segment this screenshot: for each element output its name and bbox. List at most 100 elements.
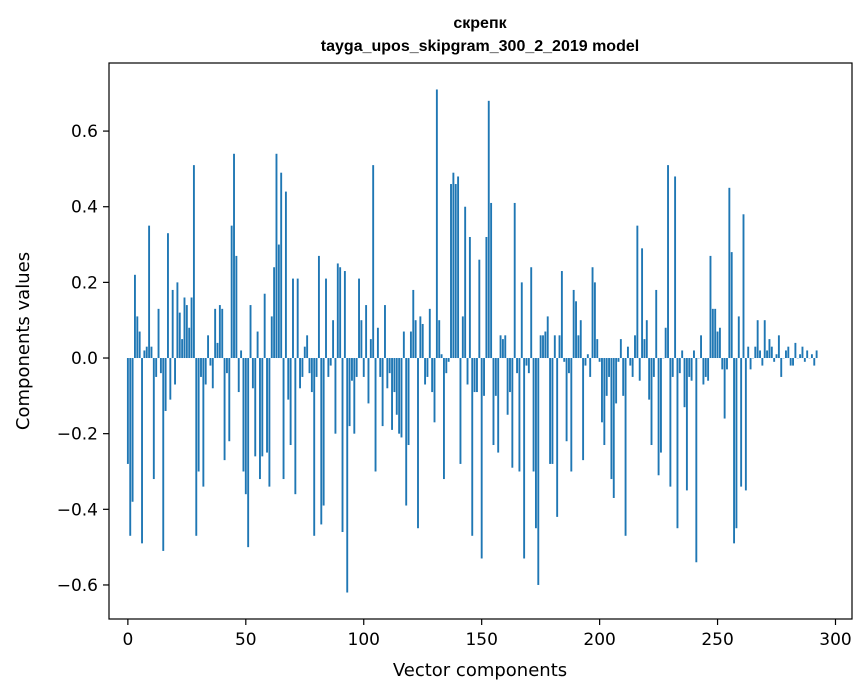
bar: [464, 206, 467, 359]
bar: [461, 316, 464, 359]
bar: [251, 358, 254, 389]
bar: [501, 339, 504, 359]
bar: [162, 358, 165, 551]
bar: [332, 320, 335, 359]
bar: [353, 358, 356, 434]
bar: [225, 358, 228, 374]
bar: [634, 335, 636, 359]
bar: [650, 358, 653, 446]
bar: [579, 320, 582, 359]
bar: [504, 335, 507, 359]
bar: [277, 244, 280, 359]
bar: [676, 358, 679, 529]
bar: [492, 358, 495, 446]
bar: [494, 358, 497, 396]
bar: [660, 358, 662, 453]
bar: [622, 358, 625, 396]
bar: [313, 358, 316, 536]
bar: [287, 358, 290, 400]
bar: [395, 358, 398, 415]
bar: [747, 346, 750, 359]
bar: [273, 267, 276, 359]
bar: [294, 358, 297, 495]
bar: [351, 358, 353, 381]
bar: [289, 358, 292, 446]
bar: [317, 255, 320, 359]
bar: [506, 358, 509, 415]
bar: [544, 331, 547, 359]
bar: [164, 358, 167, 411]
bar: [174, 358, 176, 385]
bar: [334, 358, 337, 434]
bar: [325, 278, 327, 359]
bar: [780, 358, 783, 377]
bar: [476, 358, 478, 393]
bar: [643, 339, 646, 359]
bar: [601, 358, 603, 423]
bar: [358, 278, 360, 359]
bar: [223, 358, 226, 461]
bar: [459, 358, 462, 464]
bar: [176, 282, 179, 359]
bar: [388, 358, 391, 374]
y-tick-label: −0.6: [57, 576, 98, 596]
bar: [516, 358, 519, 374]
bar: [598, 358, 601, 362]
bar: [711, 308, 714, 359]
bar: [591, 267, 594, 359]
bar: [247, 358, 250, 548]
bar: [209, 358, 212, 366]
bar: [799, 354, 802, 359]
bar: [721, 358, 724, 370]
bar: [242, 358, 245, 472]
bar: [207, 335, 210, 359]
bar: [237, 358, 240, 393]
bar: [775, 354, 778, 359]
bar: [813, 358, 816, 366]
bar: [393, 358, 396, 393]
bar: [428, 308, 431, 359]
bar: [551, 358, 554, 464]
bar: [280, 172, 283, 359]
bar: [259, 358, 261, 480]
bar: [787, 346, 790, 359]
bar: [728, 187, 731, 359]
bar: [792, 358, 794, 366]
bar: [763, 320, 766, 359]
bar: [615, 358, 618, 404]
bar: [777, 335, 780, 359]
bar: [556, 358, 559, 517]
bar: [565, 358, 568, 442]
bar: [148, 225, 151, 359]
bar: [372, 165, 375, 359]
bar: [233, 153, 235, 359]
bar: [789, 358, 792, 366]
bar: [641, 248, 644, 359]
bar: [157, 308, 160, 359]
bar: [645, 320, 648, 359]
bar: [693, 350, 695, 359]
y-tick-label: 0.0: [71, 349, 98, 369]
bar: [440, 354, 443, 359]
bar: [329, 358, 332, 366]
bar: [369, 339, 372, 359]
bar: [433, 358, 436, 423]
chart-title: скрепк: [453, 15, 507, 32]
bar: [542, 335, 544, 359]
bar: [197, 358, 200, 472]
bar: [240, 350, 243, 359]
bar: [327, 358, 330, 377]
x-axis-label: Vector components: [393, 660, 567, 681]
bar: [740, 358, 743, 487]
bar: [619, 339, 622, 359]
bar: [794, 342, 797, 359]
bar: [749, 358, 752, 370]
bar: [181, 339, 184, 359]
bar: [759, 350, 761, 359]
x-tick-label: 150: [465, 630, 497, 650]
bar: [155, 358, 158, 377]
bar: [301, 358, 304, 377]
bar: [490, 202, 493, 359]
bar: [596, 339, 599, 359]
